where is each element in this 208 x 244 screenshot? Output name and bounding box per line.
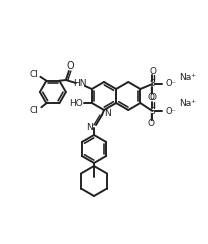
Text: S: S xyxy=(150,80,155,89)
Text: Na⁺: Na⁺ xyxy=(179,72,196,81)
Text: Cl: Cl xyxy=(30,106,39,115)
Text: O⁻: O⁻ xyxy=(165,106,176,115)
Text: HN: HN xyxy=(73,80,87,89)
Text: N: N xyxy=(104,110,111,119)
Text: Na⁺: Na⁺ xyxy=(179,100,196,109)
Text: O: O xyxy=(150,93,157,102)
Text: O⁻: O⁻ xyxy=(165,80,176,89)
Text: O: O xyxy=(150,67,157,75)
Text: Cl: Cl xyxy=(30,70,39,79)
Text: HO: HO xyxy=(69,99,83,108)
Text: O: O xyxy=(148,92,155,102)
Text: O: O xyxy=(66,61,74,71)
Text: N: N xyxy=(86,122,93,132)
Text: S: S xyxy=(150,106,155,115)
Text: O: O xyxy=(148,120,155,129)
